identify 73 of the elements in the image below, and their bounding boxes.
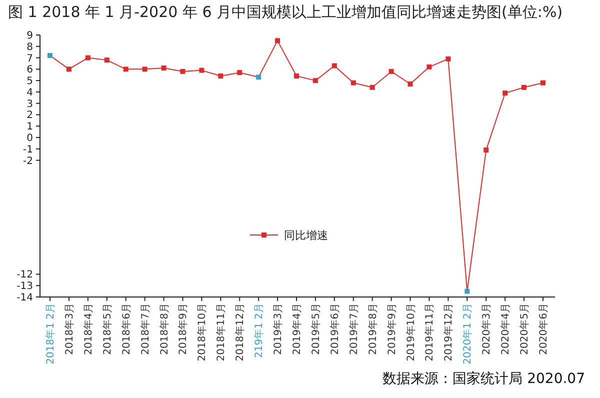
point <box>66 66 72 72</box>
x-tick-label: 2018年10月 <box>196 303 208 362</box>
source-note: 数据来源：国家统计局 2020.07 <box>382 371 585 387</box>
x-tick-label: 2018年8月 <box>158 303 170 355</box>
y-tick-label: 9 <box>26 30 33 42</box>
point <box>332 63 337 68</box>
y-tick-label: 2 <box>26 110 33 122</box>
x-tick-label: 2020年4月 <box>500 303 512 355</box>
point <box>522 84 527 90</box>
x-tick-label: 2019年5月 <box>310 303 322 355</box>
y-tick-label: 6 <box>26 64 33 76</box>
point <box>388 68 394 74</box>
x-tick-label: 2018年3月 <box>63 303 76 355</box>
x-tick-label: 2018年4月 <box>82 303 94 355</box>
y-tick-label: 0 <box>26 133 33 144</box>
point <box>104 58 110 63</box>
y-tick-label: 3 <box>26 98 33 110</box>
x-tick-label: 2018年9月 <box>177 303 190 355</box>
y-tick-label: 1 <box>26 122 33 133</box>
legend: 同比增速 <box>250 229 328 242</box>
point <box>484 148 489 153</box>
y-tick-label: -2 <box>23 156 33 167</box>
point <box>408 81 413 86</box>
x-tick-label: 2020年1 2月 <box>462 303 474 364</box>
x-tick-label: 2019年10月 <box>404 303 417 362</box>
point <box>502 90 508 96</box>
point <box>275 38 280 44</box>
x-tick-label: 2020年6月 <box>538 303 550 355</box>
x-tick-label: 2018年6月 <box>120 303 132 355</box>
x-tick-label: 2019年9月 <box>386 303 398 355</box>
x-tick-label: 2019年3月 <box>272 303 284 355</box>
x-tick-label: 2019年4月 <box>291 303 303 355</box>
point <box>123 66 128 72</box>
point <box>237 70 242 76</box>
y-tick-label: -14 <box>16 292 33 304</box>
x-tick-label: 2019年6月 <box>328 303 341 355</box>
x-tick-label: 2018年1 2月 <box>44 303 56 364</box>
y-tick-label: 5 <box>26 76 33 88</box>
legend-label: 同比增速 <box>284 229 328 242</box>
y-tick-label: 7 <box>26 53 33 64</box>
x-tick-label: 2019年11月 <box>424 303 436 362</box>
point <box>426 64 432 70</box>
x-tick-label: 219年1 2月 <box>253 303 266 358</box>
point <box>540 80 546 86</box>
x-tick-label: 2019年7月 <box>348 303 360 355</box>
y-tick-label: -12 <box>16 270 33 281</box>
point <box>48 53 52 58</box>
y-tick-label: -1 <box>23 144 33 156</box>
y-tick-label: 4 <box>26 87 33 98</box>
x-tick-label: 2019年12月 <box>442 303 455 362</box>
x-tick-label: 2020年5月 <box>518 303 531 355</box>
point <box>370 84 375 90</box>
x-tick-label: 2019年8月 <box>366 303 379 355</box>
point <box>218 74 224 79</box>
point <box>256 74 262 80</box>
point <box>85 55 90 60</box>
point <box>312 78 318 84</box>
x-tick-label: 2018年5月 <box>101 303 114 355</box>
chart-title: 图 1 2018 年 1 月-2020 年 6 月中国规模以上工业增加值同比增速走势图(单位:%) <box>8 3 563 21</box>
y-tick-label: 8 <box>26 42 33 53</box>
y-tick-label: -13 <box>16 281 33 292</box>
x-tick-label: 2018年11月 <box>215 303 228 362</box>
point <box>464 288 470 294</box>
point <box>350 80 356 86</box>
point <box>294 74 299 79</box>
point <box>161 66 166 71</box>
point <box>142 66 148 72</box>
point <box>199 68 204 73</box>
point <box>446 56 451 62</box>
x-tick-label: 2018年12月 <box>234 303 246 362</box>
point <box>180 68 186 74</box>
x-tick-label: 2020年3月 <box>480 303 493 355</box>
x-tick-label: 2018年7月 <box>139 303 152 355</box>
